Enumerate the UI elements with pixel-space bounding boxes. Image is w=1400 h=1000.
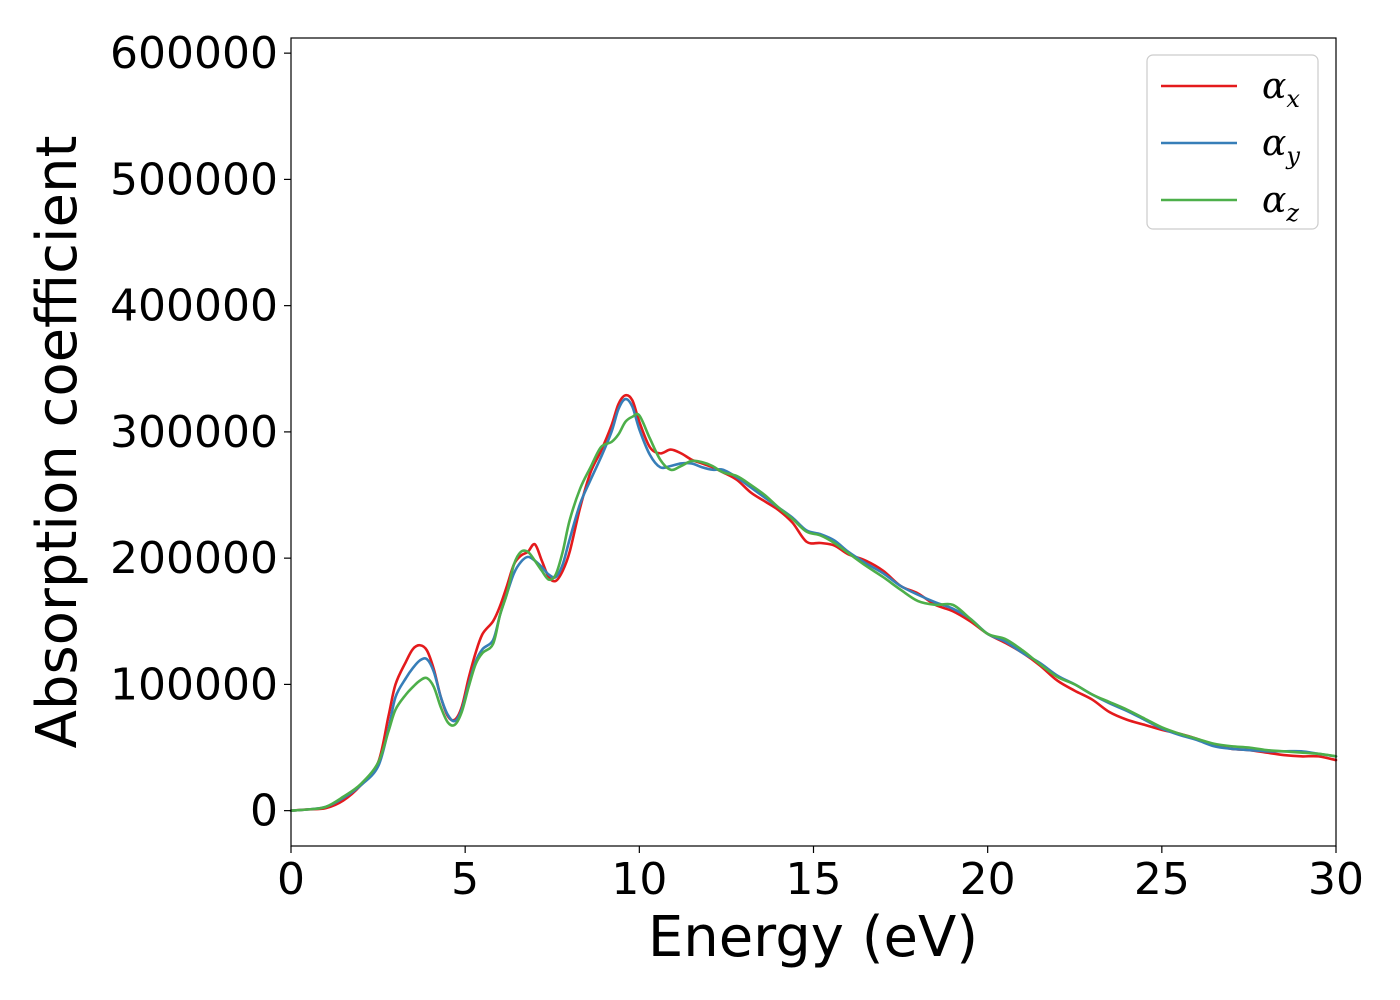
legend-label-z: αz	[1262, 180, 1299, 227]
y-axis-title: Absorption coefficient	[25, 136, 90, 749]
series-layer	[289, 393, 1338, 812]
y-tick-label: 100000	[110, 659, 278, 710]
x-axis-title: Energy (eV)	[648, 905, 978, 970]
x-tick-label: 0	[277, 854, 305, 905]
y-tick-label: 200000	[110, 533, 278, 584]
x-tick-label: 30	[1308, 854, 1364, 905]
legend-label-y: αy	[1262, 123, 1300, 170]
y-tick-label: 500000	[110, 154, 278, 205]
series-line-z	[289, 412, 1338, 812]
x-tick-label: 15	[786, 854, 842, 905]
x-tick-label: 5	[451, 854, 479, 905]
y-tick-label: 400000	[110, 281, 278, 332]
x-tick-label: 25	[1134, 854, 1190, 905]
y-axis-ticks: 0 100000 200000 300000 400000 500000 600000	[110, 28, 291, 837]
legend: αx αy αz	[1146, 54, 1319, 230]
y-tick-label: 0	[250, 786, 278, 837]
x-axis-ticks: 0 5 10 15 20 25 30	[277, 846, 1364, 905]
y-tick-label: 600000	[110, 28, 278, 79]
x-tick-label: 10	[611, 854, 667, 905]
x-tick-label: 20	[960, 854, 1016, 905]
y-tick-label: 300000	[110, 407, 278, 458]
legend-label-x: αx	[1262, 66, 1300, 113]
